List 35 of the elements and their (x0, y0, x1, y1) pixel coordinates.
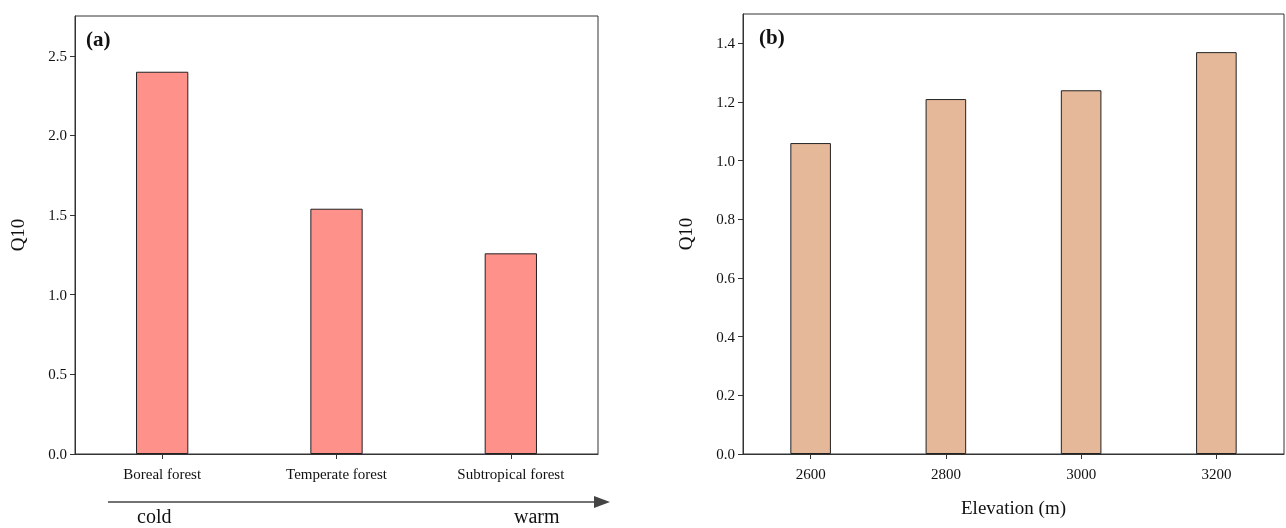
bar (790, 143, 831, 454)
text: warm (514, 505, 560, 527)
annotation: (a) (86, 26, 111, 51)
x-tick-label: Boreal forest (123, 465, 202, 482)
y-tick-label: 0.4 (716, 328, 736, 345)
y-tick-label: 1.4 (716, 35, 736, 52)
y-tick-label: 1.0 (48, 286, 67, 303)
y-tick-label: 0.2 (716, 387, 735, 404)
bar (136, 71, 189, 454)
text: cold (137, 505, 172, 527)
y-tick-label: 0.0 (48, 446, 67, 462)
y-tick-label: 1.2 (716, 94, 735, 110)
bar (1196, 52, 1237, 454)
y-tick-label: 1.5 (48, 207, 67, 224)
annotation: (b) (759, 24, 785, 49)
x-tick-label: 2600 (795, 465, 826, 482)
x-tick-label: Temperate forest (286, 465, 388, 482)
x-tick-label: 3000 (1066, 465, 1097, 482)
x-tick-label: 2800 (930, 465, 961, 482)
y-tick-label: 0.6 (716, 270, 736, 286)
y-axis-title: Q10 (7, 218, 28, 252)
y-tick-label: 0.0 (716, 446, 735, 462)
x-tick-label: 3200 (1201, 465, 1232, 482)
y-tick-label: 1.0 (716, 152, 735, 169)
bar (925, 99, 967, 454)
y-axis-title: Q10 (675, 217, 696, 251)
y-tick-label: 2.5 (48, 47, 67, 64)
y-tick-label: 0.8 (716, 211, 735, 228)
y-tick-label: 0.5 (48, 366, 67, 383)
x-tick-label: Subtropical forest (457, 465, 566, 482)
y-tick-label: 2.0 (48, 127, 67, 144)
bar (1060, 90, 1102, 454)
bar (484, 253, 537, 454)
x-axis-title: Elevation (m) (961, 497, 1066, 519)
bar (310, 208, 363, 454)
